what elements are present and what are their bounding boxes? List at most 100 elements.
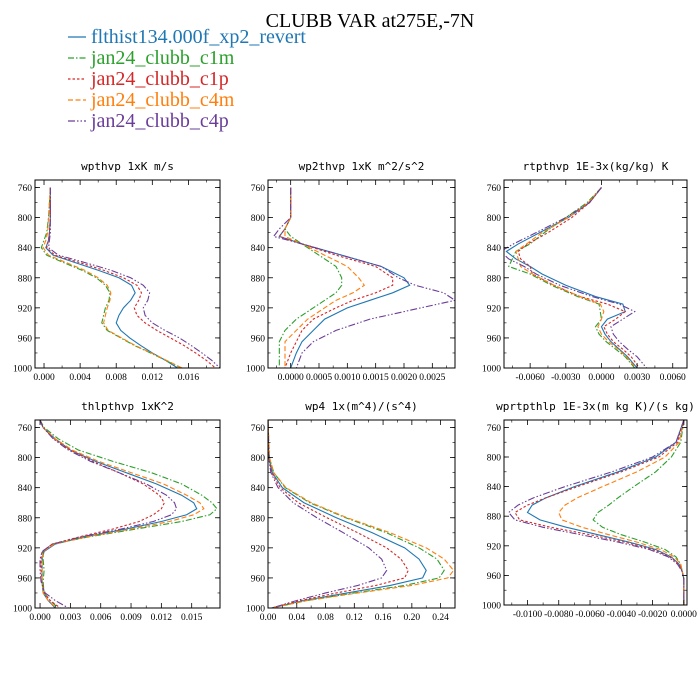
x-tick-label: 0.000 (29, 613, 51, 623)
x-tick-label: 0.0000 (278, 373, 304, 383)
y-tick-label: 840 (487, 483, 502, 493)
y-tick-label: 920 (487, 542, 502, 552)
x-tick-label: 0.0025 (419, 373, 445, 383)
y-tick-label: 840 (18, 484, 33, 494)
legend-entry: jan24_clubb_c1m (68, 47, 235, 69)
legend-label: jan24_clubb_c1p (90, 68, 229, 90)
y-tick-label: 800 (487, 214, 502, 224)
y-tick-label: 880 (251, 514, 266, 524)
panel-title: wprtpthlp 1E-3x(m kg K)/(s kg) (496, 400, 695, 413)
series-line (268, 420, 409, 608)
series-line (45, 187, 178, 368)
series-line (40, 187, 182, 368)
y-tick-label: 920 (18, 544, 33, 554)
figure-title: CLUBB VAR at275E,-7N (266, 10, 475, 32)
plot-frame (34, 419, 221, 609)
plot-frame (503, 179, 688, 369)
y-tick-label: 880 (487, 274, 502, 284)
series-group (39, 420, 218, 608)
series-group (507, 420, 685, 605)
series-line (514, 420, 685, 605)
y-tick-label: 760 (487, 424, 502, 434)
x-tick-label: 0.0020 (391, 373, 417, 383)
plot-frame (503, 419, 688, 606)
x-tick-label: -0.0020 (638, 610, 668, 620)
series-line (39, 420, 205, 608)
y-tick-label: 1000 (482, 365, 501, 375)
y-tick-label: 840 (251, 244, 266, 254)
x-tick-label: 0.0030 (624, 373, 650, 383)
x-tick-label: 0.0010 (334, 373, 360, 383)
plot-frame (267, 419, 456, 609)
y-tick-label: 840 (18, 244, 33, 254)
y-tick-label: 960 (487, 572, 502, 582)
y-tick-label: 880 (18, 274, 33, 284)
x-tick-label: 0.0060 (660, 373, 686, 383)
y-tick-label: 760 (18, 424, 33, 434)
x-tick-label: 0.000 (33, 373, 55, 383)
x-tick-label: -0.0040 (607, 610, 637, 620)
panel-grid: wpthvp 1xK m/s76080084088092096010000.00… (13, 160, 697, 623)
panel-2: wp2thvp 1xK m^2/s^2 760 800 840 880 920 960 100… (246, 160, 456, 383)
x-tick-label: 0.24 (432, 613, 449, 623)
series-line (268, 420, 455, 608)
panel-title: rtpthvp 1E-3x(kg/kg) K (523, 160, 669, 173)
series-line (272, 187, 455, 368)
y-tick-label: 960 (18, 574, 33, 584)
x-tick-label: 0.006 (90, 613, 112, 623)
y-tick-label: 920 (251, 304, 266, 314)
x-tick-label: 0.08 (317, 613, 334, 623)
series-line (592, 420, 685, 605)
series-line (268, 420, 445, 608)
series-line (526, 420, 685, 605)
y-tick-label: 1000 (246, 605, 265, 615)
y-tick-label: 760 (18, 184, 33, 194)
series-line (278, 187, 343, 368)
x-tick-label: -0.0030 (551, 373, 581, 383)
y-tick-label: 800 (18, 454, 33, 464)
series-line (505, 187, 638, 368)
panel-4: thlpthvp 1xK^276080084088092096010000.00… (13, 400, 221, 623)
series-group (40, 187, 220, 368)
y-tick-label: 960 (487, 334, 502, 344)
panel-5: wp4 1x(m^4)/(s^4)76080084088092096010000… (246, 400, 456, 623)
x-tick-label: 0.004 (69, 373, 91, 383)
series-line (284, 187, 366, 368)
x-tick-label: 0.012 (151, 613, 173, 623)
x-tick-label: 0.009 (120, 613, 142, 623)
x-tick-label: 0.0000 (588, 373, 614, 383)
x-tick-label: 0.0005 (306, 373, 332, 383)
series-line (558, 420, 685, 605)
panel-title: wpthvp 1xK m/s (81, 160, 174, 173)
y-tick-label: 1000 (13, 365, 32, 375)
series-line (268, 420, 388, 608)
legend-entry: flthist134.000f_xp2_revert (68, 26, 306, 48)
series-line (507, 420, 685, 605)
legend-label: jan24_clubb_c4p (90, 110, 229, 132)
y-tick-label: 880 (18, 514, 33, 524)
series-line (39, 420, 166, 608)
legend-label: flthist134.000f_xp2_revert (91, 26, 306, 48)
series-line (278, 187, 394, 368)
series-line (507, 187, 636, 368)
x-tick-label: 0.0015 (363, 373, 389, 383)
x-tick-label: 0.16 (375, 613, 392, 623)
y-tick-label: 1000 (246, 365, 265, 375)
y-tick-label: 840 (487, 244, 502, 254)
series-line (39, 420, 198, 608)
x-tick-label: 0.00 (260, 613, 277, 623)
x-tick-label: 0.0000 (671, 610, 697, 620)
panel-title: wp4 1x(m^4)/(s^4) (305, 400, 418, 413)
x-tick-label: -0.0080 (544, 610, 574, 620)
panel-6: wprtpthlp 1E-3x(m kg K)/(s kg) 760 800 840 8… (482, 400, 697, 620)
series-line (46, 187, 216, 368)
x-tick-label: 0.008 (106, 373, 128, 383)
y-tick-label: 800 (18, 214, 33, 224)
y-tick-label: 880 (251, 274, 266, 284)
y-tick-label: 760 (251, 184, 266, 194)
legend-label: jan24_clubb_c4m (90, 89, 235, 111)
y-tick-label: 920 (487, 304, 502, 314)
y-tick-label: 1000 (482, 602, 501, 612)
y-tick-label: 800 (251, 454, 266, 464)
x-tick-label: -0.0060 (515, 373, 545, 383)
